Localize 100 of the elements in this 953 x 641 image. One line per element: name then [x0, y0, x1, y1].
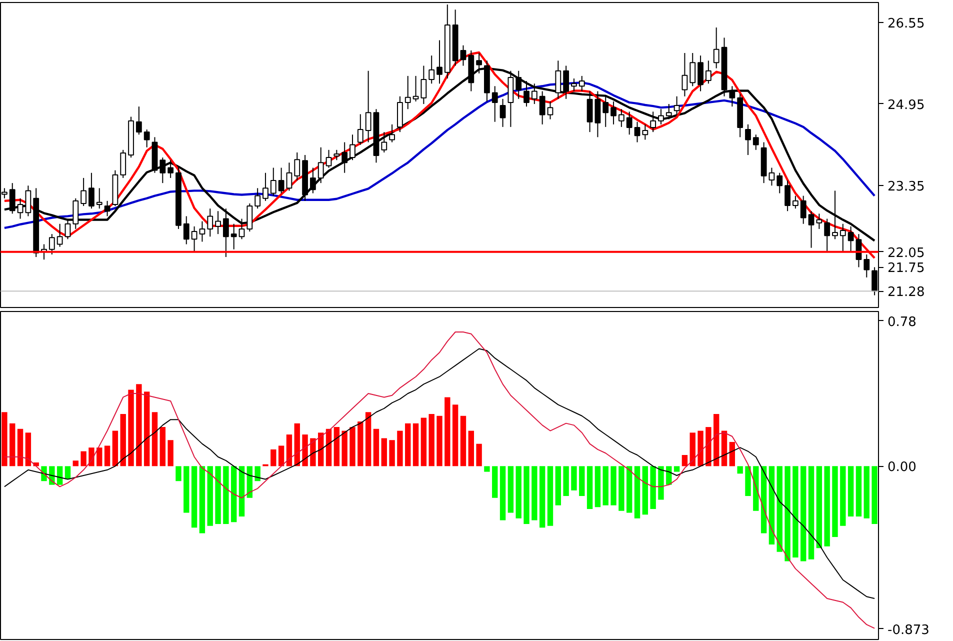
candlestick [524, 80, 530, 108]
candlestick [594, 90, 601, 138]
candlestick [690, 52, 696, 87]
candlestick [547, 100, 554, 120]
candlestick [698, 55, 704, 92]
bar [112, 430, 118, 466]
bar [136, 384, 142, 466]
bar [17, 428, 24, 466]
bar [753, 466, 759, 511]
candlestick [88, 172, 94, 210]
bar [816, 466, 822, 548]
candlestick [144, 129, 150, 148]
bar [800, 466, 806, 562]
bar [10, 423, 16, 466]
bar [539, 466, 546, 528]
bar [342, 430, 348, 466]
candlestick [207, 208, 214, 238]
bar [760, 466, 767, 534]
bar [476, 444, 482, 466]
bar [460, 416, 466, 466]
bar [864, 466, 870, 518]
candlestick [80, 177, 87, 207]
candlestick [784, 180, 790, 212]
bar [238, 466, 245, 516]
candlestick [230, 223, 237, 250]
candlestick [713, 26, 720, 69]
bar [184, 466, 190, 513]
y-tick-label: 0.78 [888, 314, 916, 330]
candlestick [199, 220, 206, 242]
bar [286, 434, 292, 466]
bar [412, 423, 419, 466]
bar [626, 466, 632, 513]
candlestick [72, 198, 79, 230]
bar [389, 440, 395, 466]
candlestick [816, 213, 822, 230]
bar [698, 430, 704, 466]
candlestick [350, 134, 356, 161]
candlestick [705, 60, 712, 84]
bar [397, 430, 403, 466]
bar [468, 430, 474, 466]
bar [571, 466, 577, 490]
line-series [3, 51, 876, 260]
bar [310, 438, 316, 466]
ref-line-label: 22.05 [888, 246, 925, 261]
bar [72, 460, 78, 466]
y-tick-label: 23.35 [888, 180, 925, 195]
bar [128, 390, 134, 466]
bar [634, 466, 640, 518]
candlestick [246, 202, 253, 232]
bar [682, 455, 688, 466]
bar [824, 466, 830, 546]
bar [104, 446, 110, 466]
candlestick [634, 121, 640, 143]
candlestick [658, 108, 664, 125]
candlestick [357, 114, 364, 146]
candlestick [642, 124, 648, 140]
bar [25, 432, 32, 466]
candlestick [365, 70, 372, 143]
candlestick [840, 223, 846, 252]
candlestick [578, 75, 585, 92]
candlestick [768, 167, 775, 186]
candlestick [492, 86, 498, 122]
bar [199, 466, 206, 534]
bar [302, 434, 308, 466]
candlestick [168, 160, 174, 178]
bar [618, 466, 624, 511]
y-tick-label: 0.00 [888, 460, 916, 476]
bar [784, 466, 790, 562]
bar [674, 466, 680, 472]
bar [840, 466, 846, 526]
bar [484, 466, 490, 472]
candlestick [318, 146, 324, 184]
candlestick [48, 234, 55, 255]
bar [246, 466, 253, 498]
y-tick-label: 24.95 [888, 98, 925, 113]
candlestick [539, 90, 546, 125]
bar [120, 414, 126, 466]
bar [270, 449, 276, 466]
bar [500, 466, 506, 520]
candlestick [571, 78, 577, 92]
candlestick [326, 149, 332, 168]
bar [832, 466, 838, 537]
bar [690, 432, 696, 466]
bar [737, 466, 743, 474]
bar [381, 438, 387, 466]
candlestick [745, 124, 751, 156]
candlestick [310, 167, 316, 194]
bar [428, 414, 434, 466]
candlestick [254, 188, 261, 210]
bar [405, 423, 411, 466]
candlestick [864, 254, 870, 278]
candlestick [650, 111, 656, 133]
bar [650, 466, 656, 510]
bar [808, 466, 814, 560]
candlestick [104, 200, 110, 217]
candlestick [96, 188, 102, 210]
candlestick [626, 111, 632, 136]
bar [563, 466, 569, 496]
candlestick [25, 185, 32, 217]
bar [144, 392, 150, 466]
